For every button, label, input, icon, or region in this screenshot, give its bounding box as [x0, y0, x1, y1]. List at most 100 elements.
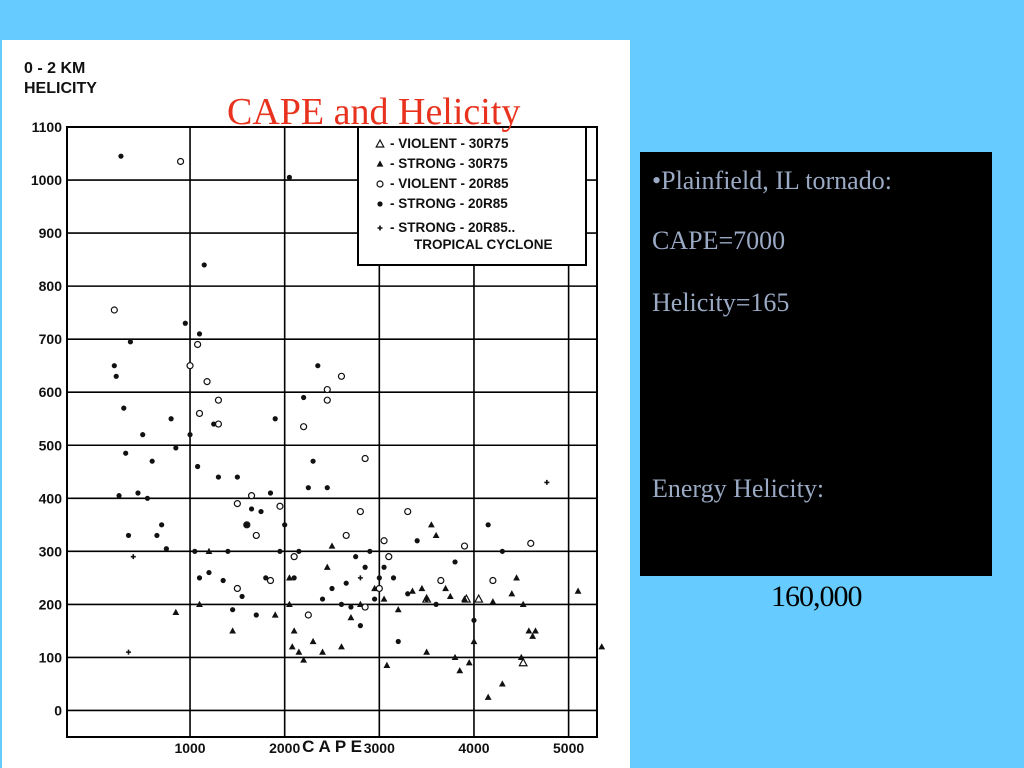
data-point: [192, 548, 198, 554]
data-point: [291, 575, 297, 581]
y-axis-label-line1: 0 - 2 KM: [24, 60, 85, 77]
data-point: [367, 548, 373, 554]
data-point: [288, 643, 296, 650]
data-point: [574, 587, 582, 594]
data-point: [206, 569, 212, 576]
data-point: [324, 485, 330, 491]
y-tick-label: 900: [39, 225, 63, 241]
data-point: [357, 575, 363, 581]
legend-label: - STRONG - 20R85..: [390, 220, 515, 235]
data-point: [116, 493, 122, 499]
x-tick-label: 5000: [553, 740, 584, 756]
data-point: [371, 596, 378, 602]
data-point: [252, 531, 260, 540]
data-point: [309, 637, 317, 645]
y-tick-label: 1000: [31, 172, 62, 188]
data-point: [380, 537, 388, 545]
data-point: [286, 174, 293, 180]
data-point: [229, 627, 237, 634]
data-point: [433, 601, 439, 607]
data-point: [329, 585, 335, 592]
legend-marker: [376, 160, 384, 167]
data-point: [195, 463, 201, 470]
data-point: [130, 554, 136, 560]
legend: - VIOLENT - 30R75 - STRONG - 30R75 - VIOLE…: [357, 126, 587, 266]
data-point: [409, 587, 416, 594]
y-tick-label: 400: [39, 490, 63, 506]
data-point: [323, 396, 331, 404]
data-point: [173, 445, 179, 451]
data-point: [121, 405, 127, 411]
data-point: [529, 632, 537, 639]
data-point: [172, 608, 180, 615]
data-point: [248, 506, 255, 512]
data-point: [126, 649, 132, 655]
data-point: [239, 593, 245, 600]
data-point: [276, 502, 284, 510]
data-point: [110, 306, 118, 314]
data-point: [442, 584, 449, 592]
note-location: •Plainfield, IL tornado:: [652, 166, 892, 195]
data-point: [598, 643, 606, 650]
legend-label: - VIOLENT - 20R85: [390, 176, 509, 191]
data-point: [414, 538, 420, 544]
data-point: [271, 611, 279, 618]
data-point: [461, 595, 468, 602]
data-point: [301, 394, 307, 401]
data-point: [456, 667, 464, 674]
data-point: [465, 659, 473, 666]
y-tick-label: 800: [39, 278, 63, 294]
notes-panel: •Plainfield, IL tornado: CAPE=7000 Helic…: [640, 152, 992, 576]
data-point: [140, 432, 146, 438]
ehi-text: EHI: [652, 558, 700, 573]
legend-label: - VIOLENT - 30R75: [390, 136, 509, 151]
data-point: [484, 693, 492, 700]
data-point: [295, 648, 303, 655]
legend-marker: [376, 180, 384, 188]
data-point: [127, 339, 134, 345]
data-point: [525, 627, 533, 634]
data-point: [267, 490, 274, 496]
data-point: [517, 653, 525, 661]
data-point: [356, 507, 364, 516]
data-point: [163, 546, 169, 552]
slide-title: CAPE and Helicity: [227, 91, 521, 133]
data-point: [381, 564, 387, 570]
data-point: [446, 592, 454, 600]
data-point: [234, 474, 240, 480]
legend-marker: [375, 138, 385, 148]
data-point: [338, 601, 345, 607]
y-axis-label-line2: HELICITY: [24, 80, 97, 97]
data-point: [194, 340, 202, 349]
data-point: [168, 416, 174, 422]
data-point: [395, 638, 401, 645]
data-point: [176, 157, 185, 166]
data-point: [296, 548, 302, 554]
data-point: [123, 450, 129, 456]
data-point: [214, 420, 223, 428]
y-tick-label: 500: [39, 437, 63, 453]
data-point: [196, 600, 203, 607]
data-point: [342, 531, 350, 540]
data-point: [380, 595, 388, 602]
data-point: [452, 559, 458, 565]
data-point: [211, 421, 217, 427]
data-point: [310, 458, 316, 464]
legend-label-cont: TROPICAL CYCLONE: [414, 237, 553, 252]
data-point: [159, 522, 165, 528]
data-point: [338, 643, 345, 650]
data-point: [315, 363, 321, 369]
data-point: [195, 409, 204, 418]
data-point: [319, 648, 326, 655]
data-point: [499, 548, 505, 554]
data-point: [196, 331, 203, 337]
data-point: [135, 490, 141, 496]
y-tick-label: 0: [54, 702, 62, 718]
data-point: [383, 661, 391, 668]
data-point: [258, 508, 264, 515]
data-point: [404, 507, 412, 516]
x-tick-label: 2000: [269, 740, 300, 756]
data-point: [361, 603, 369, 611]
data-point: [353, 554, 359, 560]
data-point: [230, 607, 236, 613]
